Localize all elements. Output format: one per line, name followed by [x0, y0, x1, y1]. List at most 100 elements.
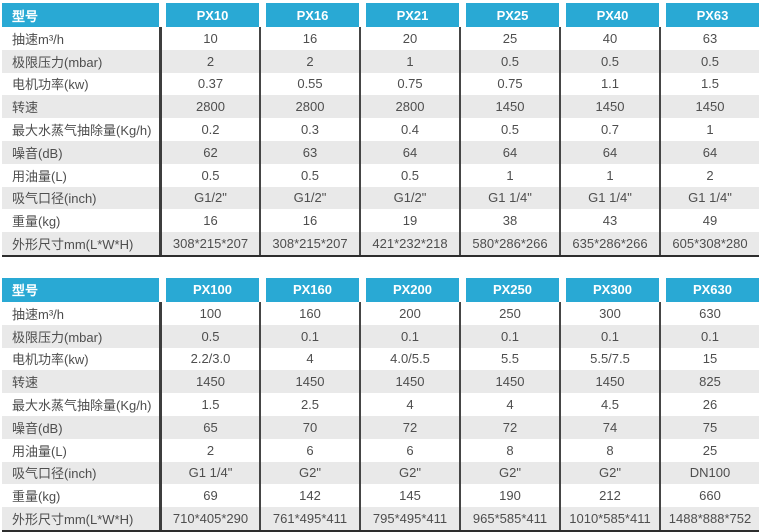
spec-value: 200	[359, 301, 459, 325]
spec-row-label: 用油量(L)	[2, 163, 159, 187]
spec-row-label: 重量(kg)	[2, 484, 159, 508]
spec-value: 1450	[559, 370, 659, 394]
model-header-px200: PX200	[359, 277, 459, 302]
spec-value: 1.5	[159, 393, 259, 416]
spec-value: 1450	[459, 95, 559, 119]
spec-value: G1 1/4"	[559, 186, 659, 210]
spec-value: 0.5	[159, 324, 259, 348]
spec-row-label: 抽速m³/h	[2, 301, 159, 325]
spec-value: 0.3	[259, 118, 359, 141]
model-header-px40: PX40	[559, 3, 659, 27]
spec-row: 噪音(dB) 62 63 64 64 64 64	[2, 140, 759, 164]
spec-value: 0.2	[159, 118, 259, 141]
spec-row-label: 电机功率(kw)	[2, 347, 159, 371]
model-header-px250: PX250	[459, 277, 559, 302]
model-column-title: 型号	[2, 3, 159, 27]
spec-value: 1.1	[559, 72, 659, 96]
spec-value: G2"	[359, 461, 459, 485]
spec-row: 电机功率(kw) 2.2/3.0 4 4.0/5.5 5.5 5.5/7.5 15	[2, 347, 759, 371]
spec-value: 1450	[259, 370, 359, 394]
spec-value: 825	[659, 370, 759, 394]
spec-value: 1	[559, 163, 659, 187]
spec-row: 最大水蒸气抽除量(Kg/h) 0.2 0.3 0.4 0.5 0.7 1	[2, 118, 759, 141]
spec-row-label: 外形尺寸mm(L*W*H)	[2, 507, 159, 530]
spec-value: 25	[659, 438, 759, 462]
spec-value: 0.5	[659, 49, 759, 73]
spec-row-label: 最大水蒸气抽除量(Kg/h)	[2, 118, 159, 141]
spec-value: 49	[659, 209, 759, 233]
spec-value: 0.55	[259, 72, 359, 96]
spec-value: 0.5	[559, 49, 659, 73]
spec-value: 64	[459, 140, 559, 164]
spec-value: 0.1	[659, 324, 759, 348]
model-header-px21: PX21	[359, 3, 459, 27]
spec-value: 0.5	[459, 49, 559, 73]
spec-value: G1 1/4"	[659, 186, 759, 210]
spec-value: 250	[459, 301, 559, 325]
spec-value: 212	[559, 484, 659, 508]
spec-value: 64	[359, 140, 459, 164]
spec-value: 0.5	[159, 163, 259, 187]
spec-value: 5.5/7.5	[559, 347, 659, 371]
spec-value: 580*286*266	[459, 232, 559, 255]
spec-value: 710*405*290	[159, 507, 259, 530]
spec-row-label: 电机功率(kw)	[2, 72, 159, 96]
spec-value: 63	[659, 27, 759, 50]
spec-value: 1	[359, 49, 459, 73]
spec-value: 1488*888*752	[659, 507, 759, 530]
spec-value: 0.7	[559, 118, 659, 141]
spec-value: 1.5	[659, 72, 759, 96]
spec-value: 2800	[259, 95, 359, 119]
spec-value: 4	[259, 347, 359, 371]
spec-value: 70	[259, 415, 359, 439]
spec-row-label: 极限压力(mbar)	[2, 49, 159, 73]
spec-row: 吸气口径(inch) G1/2" G1/2" G1/2" G1 1/4" G1 1/4" G…	[2, 186, 759, 210]
spec-value: 160	[259, 301, 359, 325]
spec-value: 19	[359, 209, 459, 233]
model-header-px63: PX63	[659, 3, 759, 27]
spec-value: 4	[359, 393, 459, 416]
spec-value: 0.5	[359, 163, 459, 187]
spec-value: 1450	[359, 370, 459, 394]
model-header-px160: PX160	[259, 277, 359, 302]
spec-row: 转速 1450 1450 1450 1450 1450 825	[2, 370, 759, 394]
spec-row: 用油量(L) 2 6 6 8 8 25	[2, 438, 759, 462]
spec-value: 6	[359, 438, 459, 462]
spec-value: 75	[659, 415, 759, 439]
spec-row-label: 吸气口径(inch)	[2, 461, 159, 485]
spec-value: 100	[159, 301, 259, 325]
spec-value: 8	[559, 438, 659, 462]
spec-row: 外形尺寸mm(L*W*H) 308*215*207 308*215*207 421*2…	[2, 232, 759, 255]
spec-value: 16	[159, 209, 259, 233]
spec-row: 外形尺寸mm(L*W*H) 710*405*290 761*495*411 795*4…	[2, 507, 759, 530]
spec-value: 145	[359, 484, 459, 508]
spec-value: 605*308*280	[659, 232, 759, 255]
pump-spec-table-large-models: 型号 PX100 PX160 PX200 PX250 PX300 PX630 抽速m³/h 10…	[2, 277, 759, 532]
model-header-px10: PX10	[159, 3, 259, 27]
spec-value: 308*215*207	[159, 232, 259, 255]
spec-row: 重量(kg) 16 16 19 38 43 49	[2, 209, 759, 233]
spec-row: 用油量(L) 0.5 0.5 0.5 1 1 2	[2, 163, 759, 187]
spec-value: 0.1	[459, 324, 559, 348]
spec-row-label: 用油量(L)	[2, 438, 159, 462]
model-header-px100: PX100	[159, 277, 259, 302]
spec-row-label: 噪音(dB)	[2, 415, 159, 439]
spec-value: 1450	[459, 370, 559, 394]
model-header-px16: PX16	[259, 3, 359, 27]
spec-value: 761*495*411	[259, 507, 359, 530]
spec-value: 6	[259, 438, 359, 462]
spec-value: 0.75	[359, 72, 459, 96]
model-header-px300: PX300	[559, 277, 659, 302]
spec-value: 0.5	[259, 163, 359, 187]
spec-row-label: 吸气口径(inch)	[2, 186, 159, 210]
pump-spec-table-small-models: 型号 PX10 PX16 PX21 PX25 PX40 PX63 抽速m³/h 10 16 20 25…	[2, 3, 759, 257]
spec-value: G2"	[559, 461, 659, 485]
spec-value: 65	[159, 415, 259, 439]
spec-value: 26	[659, 393, 759, 416]
spec-value: 300	[559, 301, 659, 325]
spec-value: G1/2"	[259, 186, 359, 210]
spec-value: 2800	[359, 95, 459, 119]
spec-value: 4.0/5.5	[359, 347, 459, 371]
spec-value: 8	[459, 438, 559, 462]
